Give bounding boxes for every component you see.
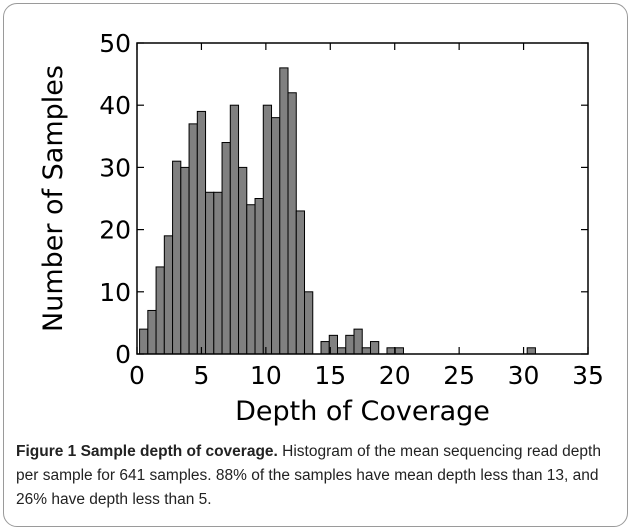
x-axis-label: Depth of Coverage <box>235 396 490 427</box>
bar <box>221 142 231 355</box>
bar <box>361 347 371 355</box>
y-tick-label: 0 <box>115 340 131 369</box>
y-tick-label: 10 <box>99 278 131 307</box>
x-tick-label: 35 <box>572 361 604 390</box>
bar <box>353 328 363 355</box>
y-tick-label: 40 <box>99 91 131 120</box>
x-tick-label: 0 <box>129 361 145 390</box>
bar <box>163 235 174 355</box>
x-tick-label: 20 <box>379 361 411 390</box>
y-tick-label: 50 <box>99 29 131 58</box>
bar <box>246 204 256 355</box>
y-axis-label: Number of Samples <box>38 65 69 332</box>
bar <box>254 198 264 355</box>
bar <box>188 123 198 355</box>
bar <box>147 309 157 355</box>
caption-title: Figure 1 Sample depth of coverage. <box>16 443 278 460</box>
bar <box>320 341 330 355</box>
bar <box>369 341 380 355</box>
bar <box>262 104 273 355</box>
bar <box>345 334 355 355</box>
caption-text: Histogram of the mean sequencing read de… <box>16 443 601 508</box>
plot-frame <box>136 42 589 355</box>
x-tick-label: 30 <box>508 361 540 390</box>
x-tick-label: 25 <box>443 361 475 390</box>
bar <box>526 347 536 355</box>
figure-frame <box>3 3 628 527</box>
bar <box>304 291 314 355</box>
bar <box>205 191 215 355</box>
chart: 0 5 10 15 20 25 30 35 0 10 20 30 40 50 Depth of Covera… <box>38 29 604 427</box>
bar <box>229 104 240 355</box>
bar <box>155 266 165 355</box>
bar <box>295 210 306 355</box>
bar <box>394 347 404 355</box>
bar <box>287 92 297 355</box>
bar <box>180 166 190 355</box>
y-tick-label: 30 <box>99 153 131 182</box>
bar <box>337 347 347 355</box>
bar <box>139 328 149 355</box>
bar <box>386 347 396 355</box>
bar <box>196 110 207 355</box>
bar <box>172 160 182 355</box>
x-tick-label: 10 <box>250 361 282 390</box>
bar <box>279 67 289 355</box>
x-tick-label: 15 <box>314 361 346 390</box>
y-tick-label: 20 <box>99 216 131 245</box>
bar <box>271 117 281 355</box>
bar <box>213 191 223 355</box>
x-tick-label: 5 <box>193 361 209 390</box>
caption: Figure 1 Sample depth of coverage. Histo… <box>16 440 616 512</box>
bar <box>238 166 248 355</box>
